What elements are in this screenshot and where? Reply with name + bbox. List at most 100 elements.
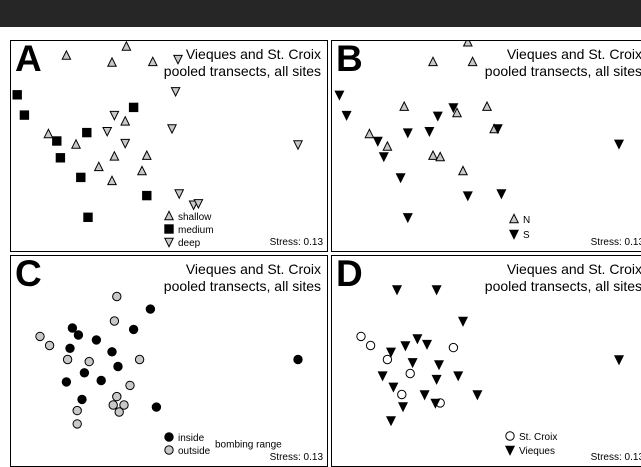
data-point-0-4 bbox=[107, 347, 117, 357]
data-point-1-6 bbox=[421, 339, 433, 350]
data-point-0-1 bbox=[365, 340, 376, 351]
panel-letter: A bbox=[15, 40, 42, 79]
data-point-1-11 bbox=[432, 111, 443, 122]
data-point-1-3 bbox=[55, 153, 66, 163]
data-point-1-12 bbox=[431, 374, 442, 385]
data-point-1-0 bbox=[12, 90, 22, 100]
data-point-0-2 bbox=[73, 330, 84, 340]
panel-letter: D bbox=[336, 255, 363, 294]
data-point-0-4 bbox=[467, 56, 478, 67]
data-point-0-4 bbox=[405, 368, 415, 379]
stress-label: Stress: 0.13 bbox=[269, 452, 323, 463]
data-point-1-1 bbox=[341, 110, 352, 121]
data-point-0-10 bbox=[79, 368, 90, 378]
legend-label-1: medium bbox=[178, 225, 214, 236]
data-point-0-5 bbox=[397, 389, 407, 400]
data-point-1-4 bbox=[84, 356, 94, 367]
data-point-0-13 bbox=[293, 354, 303, 365]
data-point-0-7 bbox=[43, 128, 54, 139]
data-point-0-12 bbox=[109, 150, 120, 161]
data-point-0-2 bbox=[382, 354, 393, 365]
data-point-1-0 bbox=[112, 291, 122, 302]
data-point-0-13 bbox=[435, 151, 446, 162]
panel-c: inside outside bombing range C Vieques and… bbox=[10, 255, 328, 467]
data-point-1-15 bbox=[419, 390, 430, 401]
data-point-0-6 bbox=[120, 115, 131, 126]
legend-marker-1 bbox=[164, 224, 174, 234]
data-point-1-2 bbox=[431, 285, 442, 296]
data-point-1-7 bbox=[462, 191, 473, 202]
legend-marker-0 bbox=[163, 210, 175, 221]
data-point-2-4 bbox=[109, 110, 120, 121]
legend-label-1: outside bbox=[178, 446, 211, 457]
data-point-0-9 bbox=[61, 377, 72, 387]
data-point-1-10 bbox=[72, 405, 82, 416]
data-point-0-1 bbox=[67, 323, 78, 333]
legend-title: bombing range bbox=[215, 440, 282, 451]
data-point-1-1 bbox=[19, 110, 30, 120]
data-point-1-6 bbox=[134, 354, 145, 365]
data-point-0-8 bbox=[457, 165, 469, 176]
data-point-0-14 bbox=[77, 394, 87, 405]
data-point-0-0 bbox=[121, 41, 132, 51]
legend-label-1: S bbox=[523, 230, 530, 241]
data-point-1-2 bbox=[372, 136, 383, 147]
data-point-1-7 bbox=[142, 190, 152, 201]
stress-label: Stress: 0.13 bbox=[269, 237, 323, 248]
plot-c: inside outside bombing range bbox=[35, 291, 303, 457]
data-point-1-11 bbox=[453, 371, 464, 382]
data-point-0-6 bbox=[96, 375, 106, 386]
data-point-0-5 bbox=[65, 343, 75, 354]
panel-title: Vieques and St. Croix pooled transects, … bbox=[485, 46, 641, 80]
legend-label-2: deep bbox=[178, 238, 201, 249]
data-point-1-4 bbox=[82, 127, 92, 138]
panel-title-line-1: Vieques and St. Croix bbox=[185, 46, 321, 62]
data-point-1-10 bbox=[433, 360, 445, 371]
legend-marker-1 bbox=[164, 445, 174, 455]
legend-label-0: shallow bbox=[178, 212, 212, 223]
legend-label-1: Vieques bbox=[519, 446, 555, 457]
data-point-1-14 bbox=[388, 382, 399, 393]
data-point-1-8 bbox=[83, 212, 93, 223]
data-point-1-6 bbox=[76, 172, 86, 183]
data-point-1-5 bbox=[109, 316, 120, 326]
panel-a: shallow medium deep A Vieques and St. Croi… bbox=[10, 40, 328, 252]
data-point-0-5 bbox=[61, 49, 72, 60]
panel-title: Vieques and St. Croix pooled transects, … bbox=[164, 261, 321, 295]
data-point-2-9 bbox=[193, 199, 204, 210]
data-point-1-8 bbox=[377, 371, 388, 382]
data-point-2-7 bbox=[174, 189, 185, 200]
data-point-1-4 bbox=[400, 341, 411, 352]
data-point-1-7 bbox=[125, 380, 135, 391]
legend-label-0: N bbox=[523, 215, 530, 226]
data-point-1-9 bbox=[119, 400, 129, 410]
data-point-0-8 bbox=[70, 138, 82, 149]
data-point-1-5 bbox=[448, 103, 459, 114]
data-point-1-3 bbox=[378, 152, 389, 163]
data-point-1-2 bbox=[52, 136, 62, 146]
data-point-2-0 bbox=[172, 54, 184, 65]
data-point-0-3 bbox=[448, 342, 459, 353]
legend-marker-0 bbox=[508, 213, 520, 224]
data-point-1-0 bbox=[334, 90, 345, 101]
legend-label-0: St. Croix bbox=[519, 432, 557, 443]
plot-a: shallow medium deep bbox=[12, 41, 304, 249]
data-point-1-12 bbox=[424, 127, 435, 138]
data-point-1-9 bbox=[492, 124, 503, 135]
data-point-0-4 bbox=[147, 56, 158, 67]
panel-letter: C bbox=[15, 255, 42, 294]
legend-marker-1 bbox=[504, 445, 516, 456]
panel-title: Vieques and St. Croix pooled transects, … bbox=[164, 46, 321, 80]
data-point-0-0 bbox=[462, 41, 473, 47]
data-point-1-12 bbox=[108, 400, 118, 410]
data-point-1-5 bbox=[412, 334, 423, 345]
data-point-0-0 bbox=[356, 331, 366, 342]
data-point-0-3 bbox=[91, 335, 102, 345]
data-point-0-6 bbox=[382, 140, 393, 151]
data-point-0-11 bbox=[481, 100, 493, 111]
data-point-0-3 bbox=[427, 56, 439, 67]
data-point-1-13 bbox=[496, 189, 507, 200]
data-point-1-13 bbox=[472, 390, 483, 401]
plot-d: St. Croix Vieques bbox=[356, 285, 625, 457]
